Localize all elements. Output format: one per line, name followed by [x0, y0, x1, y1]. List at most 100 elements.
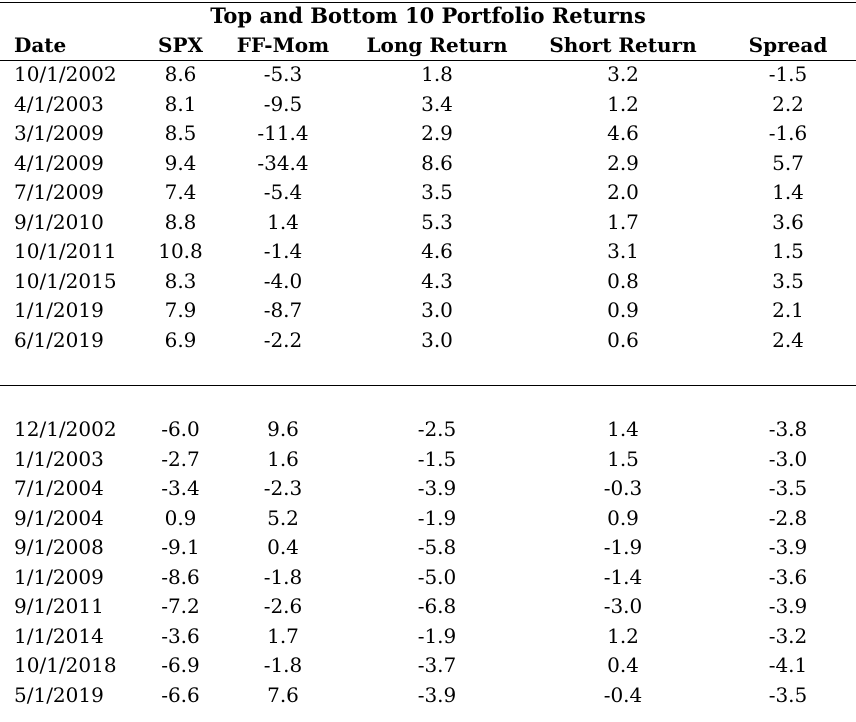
long-return-cell: 3.0 — [421, 327, 453, 352]
spread-cell: -3.6 — [768, 564, 808, 589]
long-return-cell: -6.8 — [417, 594, 457, 618]
spx-cell: -6.6 — [161, 682, 200, 707]
ff-mom-cell: -1.4 — [263, 239, 303, 263]
header-row-table: Date SPX FF-Mom Long Return Short Return… — [0, 31, 856, 61]
spread-cell: 2.4 — [772, 327, 804, 352]
short-return-cell: 1.2 — [607, 91, 639, 116]
top-table-row: 9/1/2010 8.8 1.4 5.3 1.7 3.6 — [0, 208, 856, 238]
long-return-cell: -3.7 — [417, 653, 457, 677]
date-cell: 1/1/2009 — [14, 564, 104, 589]
column-header-short-return: Short Return — [549, 33, 697, 57]
date-cell: 6/1/2019 — [14, 327, 104, 352]
long-return-cell: 5.3 — [421, 209, 453, 234]
top-table-row: 1/1/2019 7.9 -8.7 3.0 0.9 2.1 — [0, 296, 856, 326]
date-cell: 10/1/2002 — [14, 62, 117, 86]
short-return-cell: 0.8 — [607, 268, 639, 293]
bottom-table-row: 7/1/2004 -3.4 -2.3 -3.9 -0.3 -3.5 — [0, 474, 856, 504]
short-return-cell: 4.6 — [607, 121, 639, 145]
long-return-cell: -2.5 — [417, 417, 457, 441]
short-return-cell: 2.0 — [607, 180, 639, 204]
date-cell: 4/1/2009 — [14, 150, 104, 175]
ff-mom-cell: -2.3 — [263, 476, 303, 500]
long-return-cell: -1.5 — [417, 446, 457, 471]
bottom-table-row: 9/1/2011 -7.2 -2.6 -6.8 -3.0 -3.9 — [0, 592, 856, 622]
short-return-cell: 1.7 — [607, 209, 639, 234]
date-cell: 5/1/2019 — [14, 682, 104, 707]
long-return-cell: 3.4 — [421, 91, 453, 116]
spx-cell: 8.3 — [164, 268, 197, 293]
spx-cell: -2.7 — [161, 446, 200, 471]
top-10-table: 10/1/2002 8.6 -5.3 1.8 3.2 -1.5 4/1/2003 8.1 -9.… — [0, 60, 856, 355]
short-return-cell: -0.4 — [603, 682, 643, 707]
ff-mom-cell: -1.8 — [263, 564, 303, 589]
spx-cell: -9.1 — [161, 535, 200, 559]
ff-mom-cell: -8.7 — [263, 298, 303, 322]
date-cell: 9/1/2010 — [14, 209, 104, 234]
ff-mom-cell: 1.6 — [267, 446, 299, 471]
short-return-cell: 1.5 — [607, 446, 639, 471]
ff-mom-cell: -5.4 — [263, 180, 303, 204]
ff-mom-cell: 1.4 — [267, 209, 299, 234]
spx-cell: -8.6 — [161, 564, 200, 589]
spread-cell: -3.8 — [768, 417, 808, 441]
spx-cell: 0.9 — [164, 505, 197, 530]
short-return-cell: 0.9 — [607, 298, 639, 322]
ff-mom-cell: 7.6 — [267, 682, 299, 707]
short-return-cell: -1.4 — [603, 564, 643, 589]
spx-cell: 8.5 — [164, 121, 197, 145]
spx-cell: -7.2 — [161, 594, 200, 618]
long-return-cell: 2.9 — [421, 121, 453, 145]
date-cell: 7/1/2004 — [14, 476, 104, 500]
short-return-cell: 2.9 — [607, 150, 639, 175]
ff-mom-cell: 1.7 — [267, 623, 299, 648]
ff-mom-cell: 9.6 — [267, 417, 299, 441]
column-header-spread: Spread — [748, 33, 828, 57]
spx-cell: -6.0 — [161, 417, 200, 441]
long-return-cell: 4.3 — [421, 268, 453, 293]
spread-cell: 1.5 — [772, 239, 804, 263]
top-table-row: 7/1/2009 7.4 -5.4 3.5 2.0 1.4 — [0, 178, 856, 208]
spread-cell: -2.8 — [768, 505, 808, 530]
spread-cell: 2.2 — [772, 91, 804, 116]
long-return-cell: -3.9 — [417, 476, 457, 500]
date-cell: 9/1/2011 — [14, 594, 104, 618]
spx-cell: 6.9 — [164, 327, 197, 352]
short-return-cell: 1.2 — [607, 623, 639, 648]
section-rule — [0, 385, 856, 386]
short-return-cell: -1.9 — [603, 535, 643, 559]
date-cell: 10/1/2015 — [14, 268, 117, 293]
spread-cell: -3.5 — [768, 682, 808, 707]
date-cell: 9/1/2004 — [14, 505, 104, 530]
short-return-cell: 0.9 — [607, 505, 639, 530]
column-header-ff-mom: FF-Mom — [236, 33, 330, 57]
date-cell: 10/1/2011 — [14, 239, 117, 263]
ff-mom-cell: -2.2 — [263, 327, 303, 352]
short-return-cell: 1.4 — [607, 417, 639, 441]
long-return-cell: 3.5 — [421, 180, 453, 204]
spread-cell: -3.0 — [768, 446, 808, 471]
top-table-row: 3/1/2009 8.5 -11.4 2.9 4.6 -1.6 — [0, 119, 856, 149]
long-return-cell: -3.9 — [417, 682, 457, 707]
spx-cell: 8.1 — [164, 91, 197, 116]
date-cell: 1/1/2003 — [14, 446, 104, 471]
ff-mom-cell: 5.2 — [267, 505, 299, 530]
spread-cell: 1.4 — [772, 180, 804, 204]
top-table-row: 10/1/2015 8.3 -4.0 4.3 0.8 3.5 — [0, 267, 856, 297]
bottom-table-row: 5/1/2019 -6.6 7.6 -3.9 -0.4 -3.5 — [0, 681, 856, 711]
date-cell: 10/1/2018 — [14, 653, 117, 677]
top-table-row: 10/1/2011 10.8 -1.4 4.6 3.1 1.5 — [0, 237, 856, 267]
top-table-row: 4/1/2009 9.4 -34.4 8.6 2.9 5.7 — [0, 149, 856, 179]
date-cell: 12/1/2002 — [14, 417, 117, 441]
spread-cell: -4.1 — [768, 653, 808, 677]
short-return-cell: 3.1 — [607, 239, 639, 263]
short-return-cell: 0.4 — [607, 653, 639, 677]
spread-cell: -3.5 — [768, 476, 808, 500]
short-return-cell: 3.2 — [607, 62, 639, 86]
ff-mom-cell: -9.5 — [263, 91, 303, 116]
header-row: Date SPX FF-Mom Long Return Short Return… — [0, 31, 856, 61]
ff-mom-cell: 0.4 — [267, 535, 299, 559]
spread-cell: 5.7 — [772, 150, 804, 175]
date-cell: 1/1/2019 — [14, 298, 104, 322]
spx-cell: -3.6 — [161, 623, 200, 648]
